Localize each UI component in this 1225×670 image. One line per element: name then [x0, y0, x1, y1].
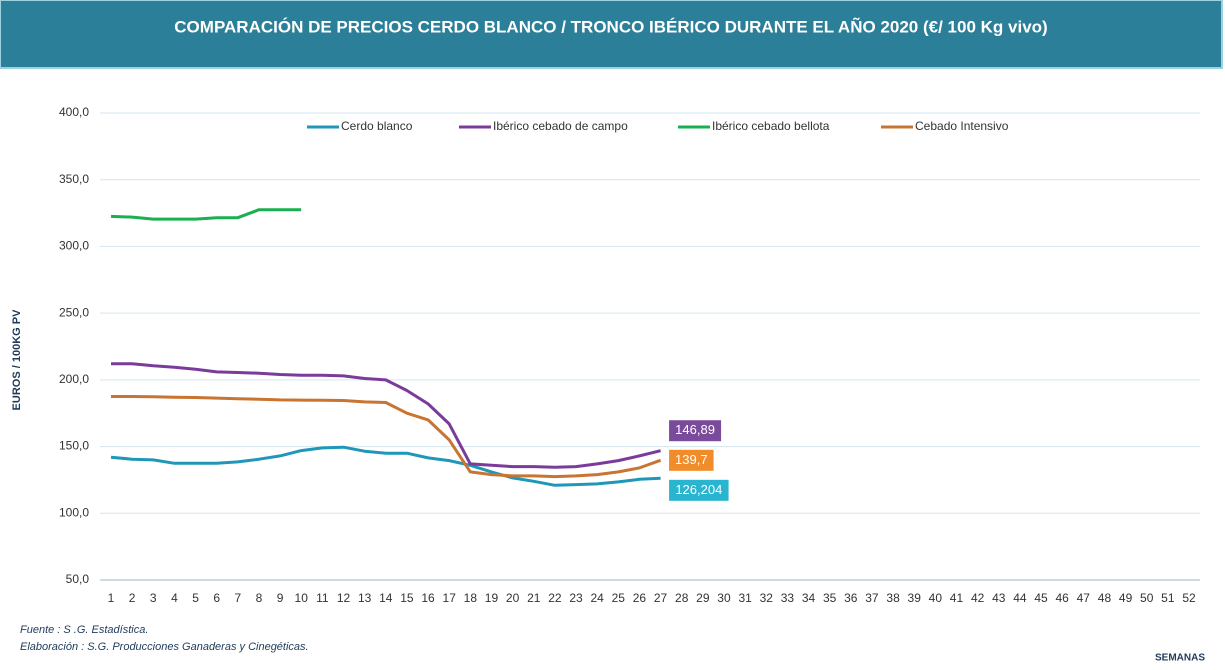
- x-tick-label: 31: [738, 591, 752, 605]
- y-tick-label: 400,0: [59, 105, 89, 119]
- y-tick-label: 200,0: [59, 372, 89, 386]
- x-tick-label: 12: [337, 591, 351, 605]
- x-tick-label: 28: [675, 591, 689, 605]
- data-label-box: [668, 448, 715, 472]
- x-tick-label: 10: [295, 591, 309, 605]
- legend-label: Ibérico cebado de campo: [493, 119, 628, 133]
- x-tick-label: 33: [781, 591, 795, 605]
- x-tick-label: 34: [802, 591, 816, 605]
- legend-label: Ibérico cebado bellota: [712, 119, 830, 133]
- x-tick-label: 4: [171, 591, 178, 605]
- data-label-box: [668, 419, 723, 443]
- x-tick-label: 49: [1119, 591, 1133, 605]
- source-note: Fuente : S .G. Estadística.: [20, 624, 148, 636]
- title-banner: [0, 0, 1223, 69]
- x-tick-label: 17: [443, 591, 457, 605]
- x-tick-label: 1: [108, 591, 115, 605]
- x-tick-label: 51: [1161, 591, 1175, 605]
- x-tick-label: 47: [1077, 591, 1091, 605]
- x-tick-label: 15: [400, 591, 414, 605]
- x-tick-label: 26: [633, 591, 647, 605]
- x-tick-label: 2: [129, 591, 136, 605]
- x-tick-label: 52: [1182, 591, 1196, 605]
- x-axis-label: SEMANAS: [1155, 653, 1205, 664]
- x-tick-label: 6: [213, 591, 220, 605]
- x-tick-label: 24: [590, 591, 604, 605]
- x-tick-label: 35: [823, 591, 837, 605]
- x-tick-label: 19: [485, 591, 499, 605]
- x-tick-label: 18: [464, 591, 478, 605]
- x-tick-label: 16: [421, 591, 435, 605]
- y-tick-label: 350,0: [59, 172, 89, 186]
- x-tick-label: 46: [1055, 591, 1069, 605]
- x-tick-label: 37: [865, 591, 879, 605]
- x-tick-label: 29: [696, 591, 710, 605]
- y-axis-label: EUROS / 100KG PV: [11, 309, 23, 411]
- x-tick-label: 25: [612, 591, 626, 605]
- x-tick-label: 48: [1098, 591, 1112, 605]
- data-label: 146,89: [675, 422, 715, 437]
- x-tick-label: 7: [234, 591, 241, 605]
- x-tick-label: 23: [569, 591, 583, 605]
- x-tick-label: 5: [192, 591, 199, 605]
- x-tick-label: 27: [654, 591, 668, 605]
- x-tick-label: 14: [379, 591, 393, 605]
- x-tick-label: 50: [1140, 591, 1154, 605]
- y-tick-label: 300,0: [59, 239, 89, 253]
- x-tick-label: 11: [316, 591, 329, 605]
- data-label: 126,204: [675, 482, 722, 497]
- chart-title: COMPARACIÓN DE PRECIOS CERDO BLANCO / TR…: [174, 16, 1047, 36]
- x-tick-label: 40: [929, 591, 943, 605]
- x-tick-label: 43: [992, 591, 1006, 605]
- y-tick-label: 50,0: [66, 572, 90, 586]
- series-line: [111, 395, 662, 479]
- x-tick-label: 30: [717, 591, 731, 605]
- x-tick-label: 38: [886, 591, 900, 605]
- x-tick-label: 44: [1013, 591, 1027, 605]
- x-tick-label: 39: [908, 591, 922, 605]
- x-tick-label: 36: [844, 591, 858, 605]
- x-tick-label: 13: [358, 591, 372, 605]
- legend-label: Cerdo blanco: [341, 119, 413, 133]
- x-tick-label: 8: [256, 591, 263, 605]
- x-tick-label: 21: [527, 591, 541, 605]
- y-tick-label: 100,0: [59, 505, 89, 519]
- x-tick-label: 42: [971, 591, 985, 605]
- data-label: 139,7: [675, 452, 708, 467]
- x-tick-label: 20: [506, 591, 520, 605]
- legend-label: Cebado Intensivo: [915, 119, 1009, 133]
- x-tick-label: 45: [1034, 591, 1048, 605]
- y-tick-label: 250,0: [59, 305, 89, 319]
- data-label-box: [668, 478, 730, 502]
- series-line: [110, 445, 661, 487]
- x-tick-label: 3: [150, 591, 157, 605]
- series-line: [111, 362, 661, 469]
- x-tick-label: 22: [548, 591, 562, 605]
- x-tick-label: 32: [760, 591, 774, 605]
- x-tick-label: 41: [950, 591, 964, 605]
- series-line: [110, 208, 302, 221]
- x-tick-label: 9: [277, 591, 284, 605]
- y-tick-label: 150,0: [59, 439, 89, 453]
- elaboration-note: Elaboración : S.G. Producciones Ganadera…: [20, 641, 309, 653]
